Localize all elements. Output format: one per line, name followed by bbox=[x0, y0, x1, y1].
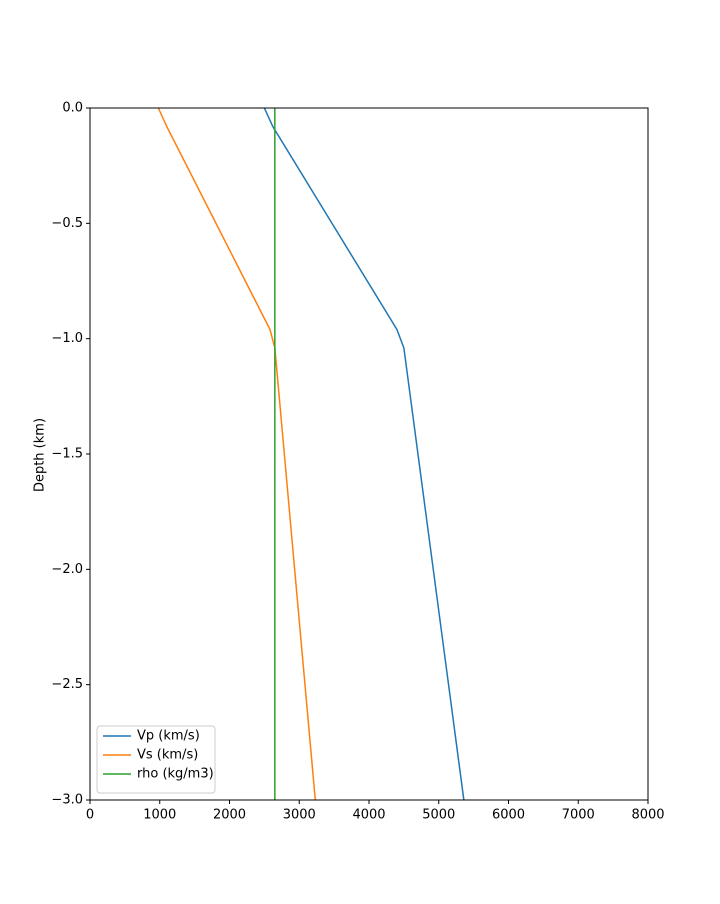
y-tick-label: −2.5 bbox=[51, 677, 83, 692]
x-tick-label: 7000 bbox=[562, 808, 595, 823]
y-tick-label: −3.0 bbox=[51, 793, 83, 808]
y-axis-label: Depth (km) bbox=[33, 418, 48, 492]
x-tick-label: 2000 bbox=[213, 808, 246, 823]
y-tick-label: −2.0 bbox=[51, 562, 83, 577]
x-tick-label: 3000 bbox=[283, 808, 316, 823]
plot-frame bbox=[89, 107, 649, 801]
series-line bbox=[157, 107, 317, 801]
y-tick-label: −1.5 bbox=[51, 447, 83, 462]
x-tick-label: 1000 bbox=[143, 808, 176, 823]
y-tick-label: −1.0 bbox=[51, 331, 83, 346]
x-tick-label: 5000 bbox=[422, 808, 455, 823]
y-tick-label: 0.0 bbox=[62, 101, 83, 116]
x-tick-label: 0 bbox=[86, 808, 94, 823]
x-tick-label: 8000 bbox=[631, 808, 664, 823]
legend-label: Vs (km/s) bbox=[137, 748, 198, 763]
legend: Vp (km/s) Vs (km/s) rho (kg/m3) bbox=[96, 725, 216, 794]
legend-box bbox=[96, 725, 216, 794]
series-line bbox=[263, 107, 465, 801]
legend-label: rho (kg/m3) bbox=[137, 767, 214, 782]
y-tick-label: −0.5 bbox=[51, 216, 83, 231]
legend-label: Vp (km/s) bbox=[137, 729, 200, 744]
x-tick-label: 4000 bbox=[352, 808, 385, 823]
x-tick-label: 6000 bbox=[492, 808, 525, 823]
